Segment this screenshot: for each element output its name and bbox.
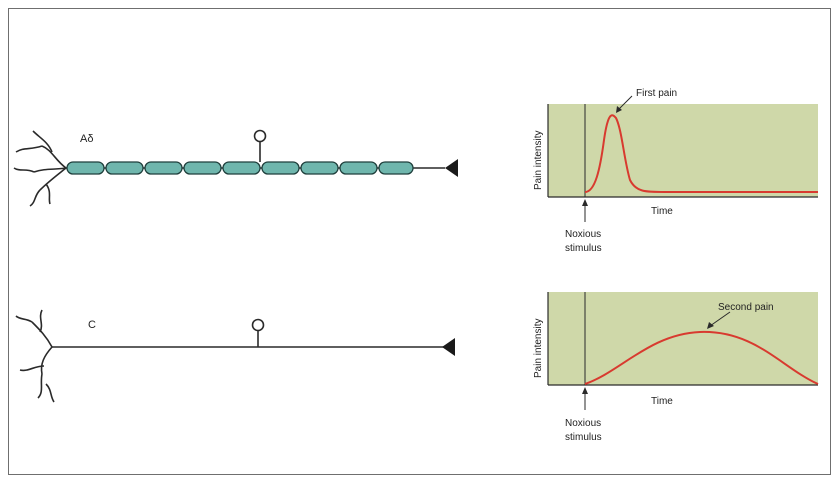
stimulus-label-line2: stimulus xyxy=(565,432,602,443)
second-pain-graph: Pain intensity Time Second pain Noxious … xyxy=(533,292,819,443)
myelin-segment xyxy=(183,161,222,175)
a-delta-label: Aδ xyxy=(80,133,93,145)
myelin-segment xyxy=(66,161,105,175)
myelin-segment xyxy=(144,161,183,175)
c-fiber-terminal xyxy=(442,338,455,356)
first-pain-graph: Pain intensity Time First pain Noxious s… xyxy=(533,88,818,254)
a-delta-dendrites xyxy=(13,130,67,207)
figure-frame xyxy=(8,8,831,475)
myelin-segment xyxy=(105,161,144,175)
second-pain-label: Second pain xyxy=(718,302,774,313)
myelin-segment xyxy=(339,161,378,175)
peak-pointer-arrowhead xyxy=(707,322,714,329)
stimulus-label-line1: Noxious xyxy=(565,418,601,429)
plot-area xyxy=(548,104,818,197)
plot-area xyxy=(548,292,818,385)
myelin-segment xyxy=(222,161,261,175)
first-pain-label: First pain xyxy=(636,88,677,99)
myelin-segment xyxy=(300,161,339,175)
first-pain-curve xyxy=(584,114,818,193)
second-pain-curve xyxy=(584,330,819,385)
y-axis-label: Pain intensity xyxy=(533,319,544,378)
y-axis-label: Pain intensity xyxy=(533,131,544,190)
a-delta-terminal xyxy=(445,159,458,177)
c-fiber-dendrites xyxy=(15,309,55,403)
x-axis-label: Time xyxy=(651,396,673,407)
stimulus-arrowhead xyxy=(582,199,588,206)
c-fiber-cell-body xyxy=(251,318,265,347)
myelin-segment xyxy=(378,161,414,175)
peak-pointer xyxy=(709,311,731,327)
myelin-sheath xyxy=(66,161,414,175)
myelin-segment xyxy=(261,161,300,175)
peak-pointer xyxy=(617,95,633,111)
c-fiber-label: C xyxy=(88,319,96,331)
x-axis-label: Time xyxy=(651,206,673,217)
a-delta-fiber: Aδ xyxy=(13,129,458,207)
c-fiber: C xyxy=(15,309,455,403)
a-delta-cell-body xyxy=(253,129,267,162)
peak-pointer-arrowhead xyxy=(616,106,622,113)
stimulus-label-line2: stimulus xyxy=(565,243,602,254)
stimulus-arrowhead xyxy=(582,387,588,394)
stimulus-label-line1: Noxious xyxy=(565,229,601,240)
